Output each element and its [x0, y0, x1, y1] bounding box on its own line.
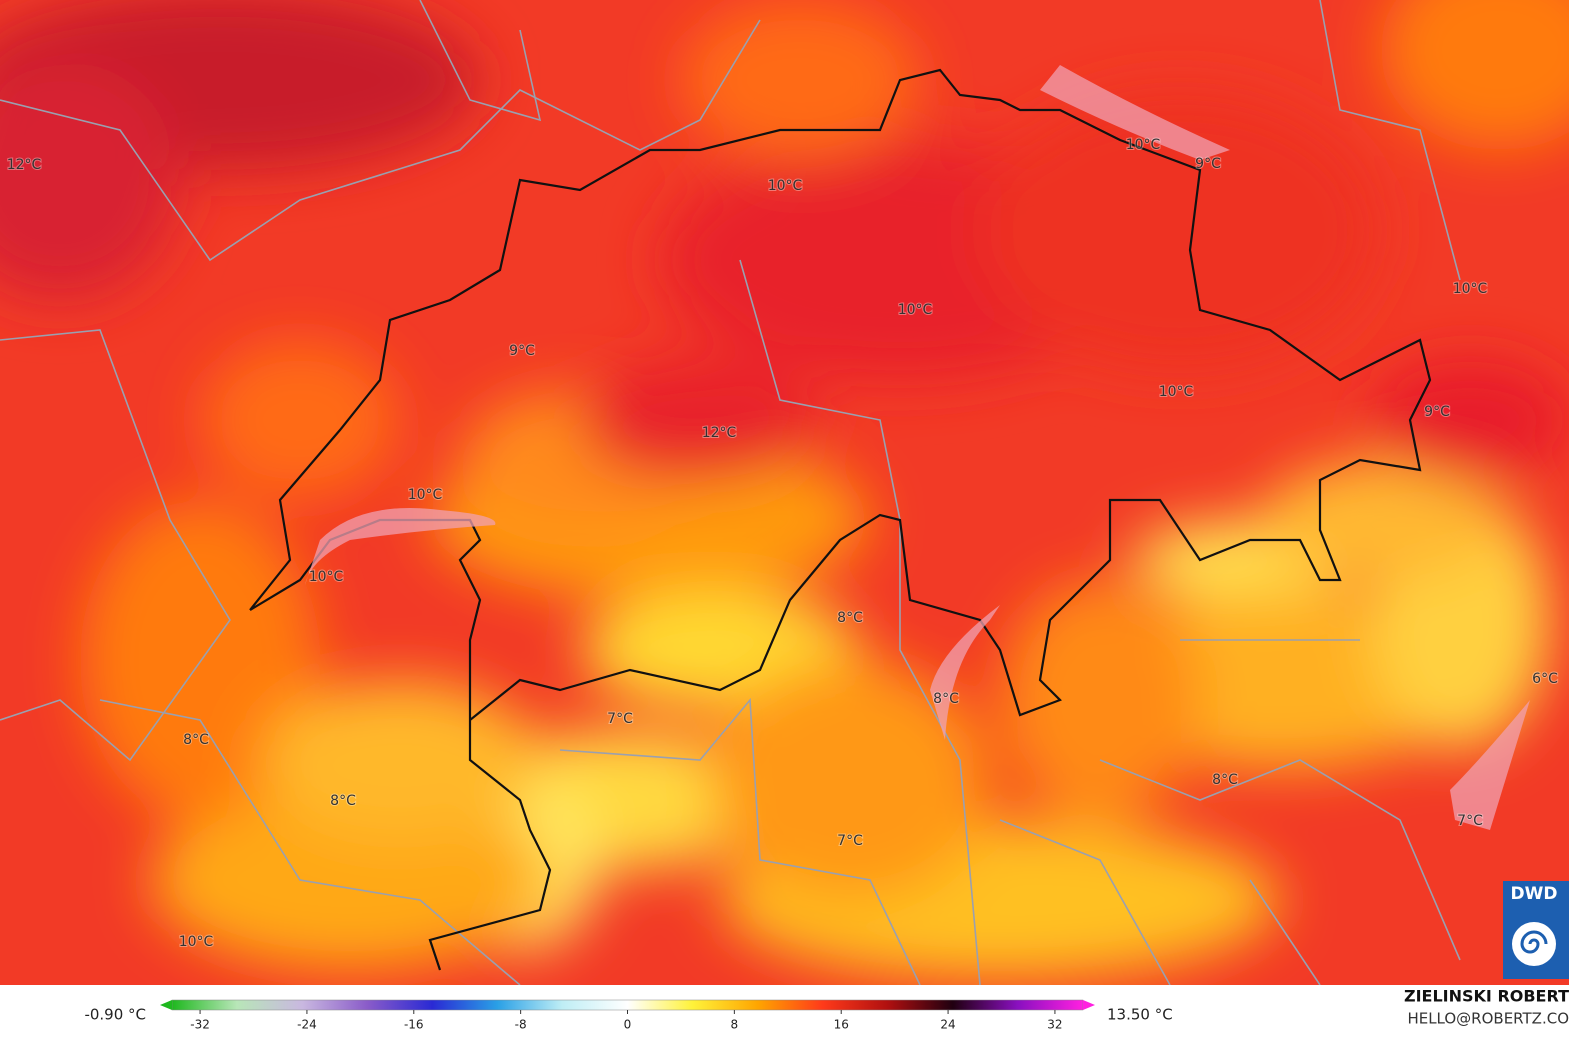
- temperature-label: 9°C: [1424, 404, 1450, 420]
- temperature-label: 7°C: [837, 833, 863, 849]
- temperature-label: 8°C: [837, 610, 863, 626]
- logo-swirl: [1520, 930, 1548, 954]
- temperature-blob: [980, 90, 1380, 370]
- temperature-blob: [1370, 360, 1569, 480]
- author: ZIELINSKI ROBERT: [1404, 987, 1569, 1006]
- temperature-blob: [0, 60, 180, 300]
- colorbar-arrow-right: [1083, 1000, 1095, 1010]
- temperature-label: 7°C: [607, 711, 633, 727]
- temperature-label: 10°C: [179, 934, 214, 950]
- colorbar-tick-label: -16: [404, 1018, 424, 1032]
- colorbar-tick-label: -8: [515, 1018, 527, 1032]
- temperature-blob: [1380, 0, 1569, 150]
- temperature-label: 9°C: [1195, 156, 1221, 172]
- logo-text: DWD: [1511, 884, 1558, 904]
- colorbar-arrow-left: [160, 1000, 172, 1010]
- map: 12°C 10°C 9°C 10°C 10°C 9°C 10°C 10°C 9°C 12°C 10°…: [0, 0, 1569, 985]
- colorbar-bar: [171, 999, 1084, 1011]
- temperature-label: 10°C: [898, 302, 933, 318]
- colorbar-tick-label: 8: [731, 1018, 739, 1032]
- temperature-label: 10°C: [1159, 384, 1194, 400]
- colorbar-tick-label: 0: [624, 1018, 632, 1032]
- colorbar-tick-label: 32: [1047, 1018, 1062, 1032]
- temperature-blob: [260, 680, 540, 840]
- max-label: 13.50 °C: [1107, 1006, 1173, 1024]
- temperature-blob: [580, 360, 820, 480]
- colorbar-tick-label: 24: [940, 1018, 955, 1032]
- temperature-label: 10°C: [1453, 281, 1488, 297]
- min-label: -0.90 °C: [84, 1006, 146, 1024]
- dwd-logo: DWD: [1503, 881, 1569, 979]
- temperature-blob: [1000, 580, 1200, 820]
- temperature-label: 10°C: [408, 487, 443, 503]
- temperature-label: 10°C: [768, 178, 803, 194]
- logo-circle: [1512, 922, 1556, 966]
- temperature-label: 10°C: [309, 569, 344, 585]
- temperature-label: 8°C: [1212, 772, 1238, 788]
- temperature-labels: 12°C 10°C 9°C 10°C 10°C 9°C 10°C 10°C 9°C 12°C 10°…: [6, 136, 1559, 951]
- temperature-label: 10°C: [1126, 137, 1161, 153]
- temperature-label: 8°C: [933, 691, 959, 707]
- temperature-label: 8°C: [183, 732, 209, 748]
- colorbar-tick-label: 16: [834, 1018, 849, 1032]
- contact: HELLO@ROBERTZ.CO: [1407, 1010, 1569, 1028]
- colorbar: -0.90 °C 13.50 °C -32 -24 -16 -8 0 8 16 24 32: [84, 999, 1173, 1032]
- colorbar-tick-label: -32: [190, 1018, 210, 1032]
- temperature-label: 9°C: [509, 343, 535, 359]
- temperature-label: 7°C: [1457, 813, 1483, 829]
- temperature-blob: [200, 340, 400, 500]
- temperature-blob: [680, 0, 920, 160]
- lakes: [305, 65, 1530, 830]
- colorbar-tick-label: -24: [297, 1018, 317, 1032]
- temperature-label: 6°C: [1532, 671, 1558, 687]
- temperature-blob: [80, 500, 320, 820]
- temperature-blob: [710, 660, 990, 900]
- temperature-label: 12°C: [7, 157, 42, 173]
- temperature-label: 12°C: [702, 425, 737, 441]
- temperature-label: 8°C: [330, 793, 356, 809]
